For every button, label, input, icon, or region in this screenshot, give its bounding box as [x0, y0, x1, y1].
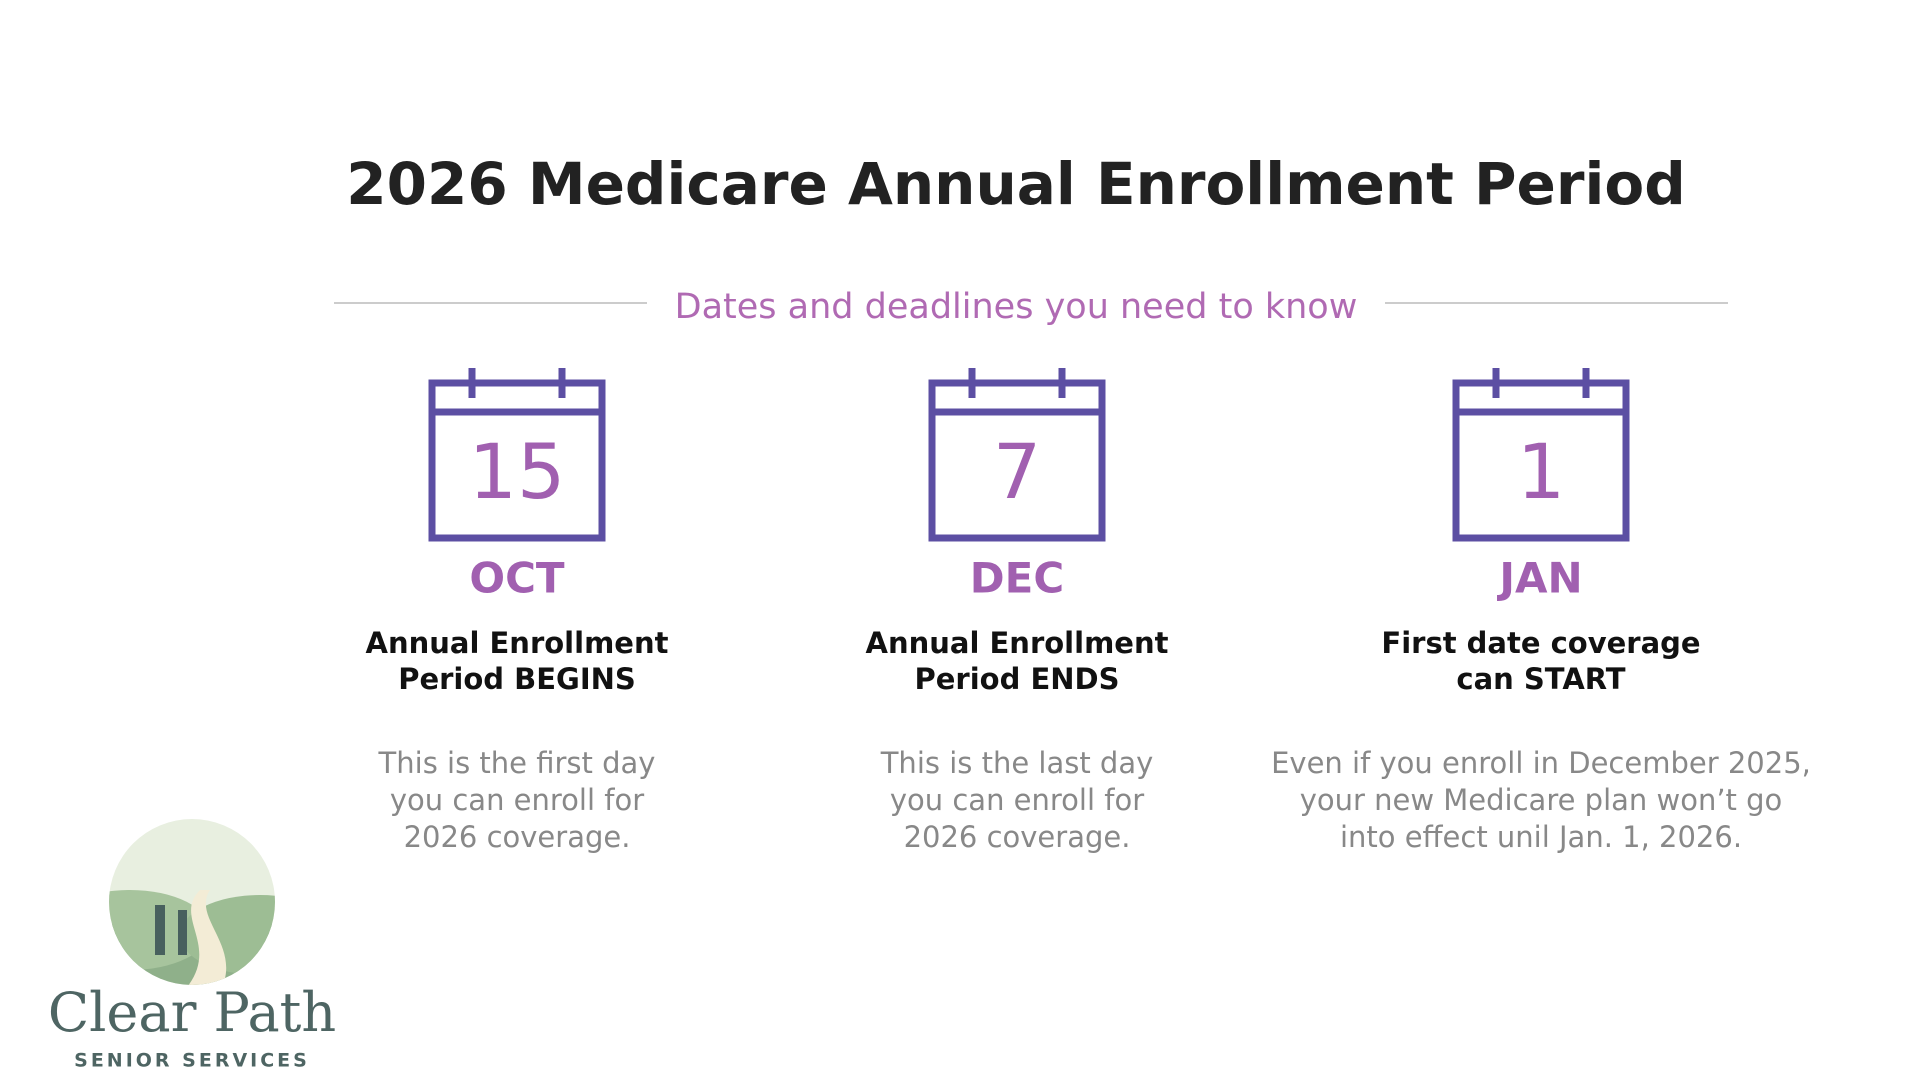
date-heading: can START [1456, 662, 1625, 696]
date-description: Even if you enroll in December 2025, [1271, 746, 1811, 780]
logo: Clear Path SENIOR SERVICES [48, 819, 336, 1072]
date-heading: Annual Enrollment [866, 626, 1169, 660]
subtitle: Dates and deadlines you need to know [675, 287, 1358, 327]
month: DEC [970, 554, 1064, 603]
date-heading: Period BEGINS [398, 662, 636, 696]
date-description: your new Medicare plan won’t go [1300, 783, 1783, 817]
month: JAN [1496, 554, 1582, 603]
calendar-icon [928, 379, 1106, 542]
title: 2026 Medicare Annual Enrollment Period [346, 150, 1686, 218]
logo-name: Clear Path [48, 981, 336, 1044]
date-description: you can enroll for [890, 783, 1144, 817]
date-description: This is the last day [880, 746, 1154, 780]
date-heading: Annual Enrollment [366, 626, 669, 660]
date-heading: Period ENDS [915, 662, 1120, 696]
date-description: This is the first day [378, 746, 656, 780]
date-description: 2026 coverage. [904, 820, 1131, 854]
date-heading: First date coverage [1381, 626, 1700, 660]
calendar-day: 7 [993, 427, 1041, 516]
month: OCT [469, 554, 565, 603]
calendar-icon [1452, 379, 1630, 542]
calendar-icon [428, 379, 606, 542]
logo-tagline: SENIOR SERVICES [74, 1050, 310, 1072]
date-description: into effect unil Jan. 1, 2026. [1340, 820, 1742, 854]
date-description: 2026 coverage. [404, 820, 631, 854]
calendar-day: 15 [469, 427, 566, 516]
date-description: you can enroll for [390, 783, 644, 817]
calendar-day: 1 [1517, 427, 1565, 516]
